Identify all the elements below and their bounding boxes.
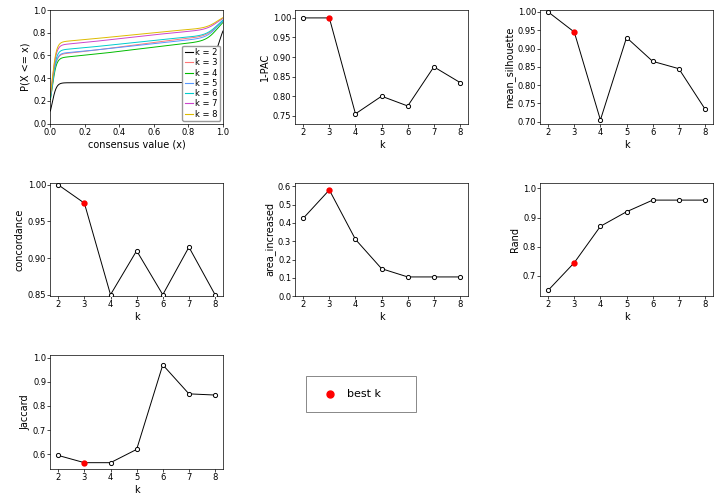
X-axis label: k: k [379, 140, 384, 150]
k = 6 [184, 34, 192, 40]
Y-axis label: area_increased: area_increased [264, 203, 275, 276]
Line: k = 6: k = 6 [50, 20, 223, 97]
k = 6 [46, 94, 55, 100]
k = 4 [184, 40, 192, 46]
k = 4 [181, 40, 189, 46]
k = 6 [63, 46, 72, 52]
Text: best k: best k [347, 389, 381, 399]
k = 5 [122, 43, 131, 49]
k = 2 [181, 80, 189, 86]
Line: k = 8: k = 8 [50, 18, 223, 95]
k = 5 [184, 37, 192, 43]
k = 7 [122, 35, 131, 41]
Y-axis label: mean_silhouette: mean_silhouette [504, 26, 515, 107]
k = 3 [122, 43, 131, 49]
k = 6 [219, 17, 228, 23]
k = 4 [219, 20, 228, 26]
k = 2 [46, 108, 55, 114]
k = 3 [184, 35, 192, 41]
k = 8 [184, 27, 192, 33]
Y-axis label: Rand: Rand [510, 227, 520, 252]
FancyBboxPatch shape [306, 375, 416, 412]
k = 7 [219, 16, 228, 22]
Line: k = 4: k = 4 [50, 23, 223, 100]
k = 3 [63, 50, 72, 56]
k = 5 [219, 18, 228, 24]
k = 6 [116, 41, 125, 47]
k = 2 [184, 79, 192, 85]
Line: k = 3: k = 3 [50, 21, 223, 98]
X-axis label: k: k [379, 312, 384, 322]
k = 5 [181, 37, 189, 43]
k = 8 [219, 15, 228, 21]
Line: k = 7: k = 7 [50, 19, 223, 96]
Y-axis label: Jaccard: Jaccard [20, 394, 30, 430]
k = 8 [122, 32, 131, 38]
k = 3 [165, 38, 174, 44]
Line: k = 5: k = 5 [50, 21, 223, 99]
k = 6 [181, 34, 189, 40]
k = 3 [181, 36, 189, 42]
X-axis label: consensus value (x): consensus value (x) [88, 140, 186, 150]
k = 5 [46, 96, 55, 102]
k = 7 [63, 41, 72, 47]
k = 8 [165, 28, 174, 34]
k = 7 [46, 93, 55, 99]
X-axis label: k: k [624, 312, 629, 322]
k = 6 [122, 40, 131, 46]
k = 7 [181, 29, 189, 35]
k = 2 [165, 80, 174, 86]
k = 7 [116, 36, 125, 42]
Y-axis label: concordance: concordance [15, 208, 25, 271]
k = 3 [46, 95, 55, 101]
Y-axis label: 1-PAC: 1-PAC [260, 53, 270, 81]
X-axis label: k: k [134, 485, 140, 494]
k = 4 [46, 97, 55, 103]
k = 8 [63, 38, 72, 44]
k = 4 [63, 54, 72, 60]
k = 6 [165, 36, 174, 42]
Y-axis label: P(X <= x): P(X <= x) [20, 43, 30, 91]
Line: k = 2: k = 2 [50, 31, 223, 111]
k = 2 [63, 80, 72, 86]
k = 8 [46, 92, 55, 98]
k = 5 [165, 39, 174, 45]
k = 4 [116, 48, 125, 54]
k = 5 [63, 49, 72, 55]
k = 2 [122, 80, 131, 86]
k = 8 [181, 27, 189, 33]
Legend: k = 2, k = 3, k = 4, k = 5, k = 6, k = 7, k = 8: k = 2, k = 3, k = 4, k = 5, k = 6, k = 7… [182, 45, 220, 121]
k = 8 [116, 33, 125, 39]
k = 4 [165, 42, 174, 48]
X-axis label: k: k [624, 140, 629, 150]
k = 3 [219, 18, 228, 24]
k = 2 [219, 28, 228, 34]
k = 2 [116, 80, 125, 86]
k = 5 [116, 44, 125, 50]
X-axis label: k: k [134, 312, 140, 322]
k = 4 [122, 47, 131, 53]
k = 7 [184, 28, 192, 34]
k = 7 [165, 30, 174, 36]
k = 3 [116, 44, 125, 50]
